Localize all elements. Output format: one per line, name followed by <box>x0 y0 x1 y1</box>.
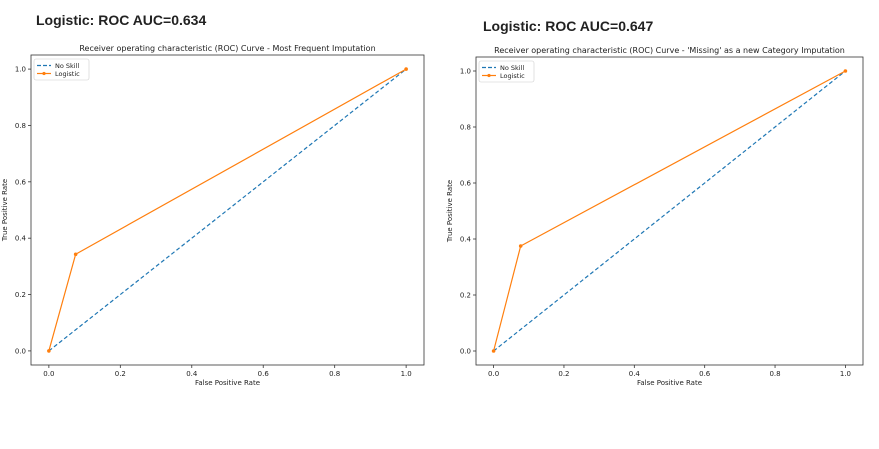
x-tick-label: 0.2 <box>115 370 126 378</box>
x-tick-label: 0.8 <box>329 370 340 378</box>
x-tick-label: 0.0 <box>43 370 54 378</box>
legend-logistic-marker <box>42 71 46 76</box>
roc-panel-most-frequent: Logistic: ROC AUC=0.634 Receiver operati… <box>1 12 425 387</box>
legend-label: Logistic <box>55 70 80 78</box>
plot-frame <box>475 56 864 366</box>
y-tick-label: 0.2 <box>15 291 26 299</box>
auc-heading: Logistic: ROC AUC=0.647 <box>483 18 654 34</box>
roc-chart-most-frequent: Receiver operating characteristic (ROC) … <box>1 44 425 387</box>
y-tick-label: 0.0 <box>15 347 26 355</box>
logistic-point <box>73 252 78 257</box>
chart-title: Receiver operating characteristic (ROC) … <box>494 46 845 55</box>
y-tick-label: 0.4 <box>15 235 27 243</box>
y-tick-label: 0.0 <box>460 348 471 356</box>
logistic-point <box>518 244 523 248</box>
x-axis-label: False Positive Rate <box>195 379 260 387</box>
legend-box <box>33 58 90 81</box>
no-skill-line <box>493 70 846 352</box>
y-tick-label: 0.6 <box>15 178 27 186</box>
legend-label: No Skill <box>500 64 524 72</box>
logistic-point <box>47 349 51 353</box>
x-tick-label: 0.6 <box>258 370 270 378</box>
logistic-point <box>491 349 496 353</box>
y-tick-label: 1.0 <box>15 66 26 74</box>
legend-label: Logistic <box>500 72 525 80</box>
y-tick-label: 0.2 <box>460 292 471 300</box>
y-tick-label: 0.8 <box>15 122 26 130</box>
x-tick-label: 0.0 <box>488 370 499 378</box>
x-tick-label: 0.8 <box>769 370 780 378</box>
y-tick-label: 1.0 <box>460 68 471 76</box>
chart-title: Receiver operating characteristic (ROC) … <box>79 44 375 53</box>
auc-heading: Logistic: ROC AUC=0.634 <box>36 12 207 28</box>
roc-panel-missing-category: Logistic: ROC AUC=0.647 Receiver operati… <box>440 0 879 449</box>
x-tick-label: 0.4 <box>629 370 641 378</box>
x-tick-label: 0.2 <box>558 370 569 378</box>
no-skill-line <box>48 68 407 352</box>
x-tick-label: 0.4 <box>186 370 198 378</box>
y-axis-label: True Positive Rate <box>446 180 454 243</box>
logistic-point <box>843 69 848 73</box>
x-tick-label: 0.6 <box>699 370 711 378</box>
legend-logistic-marker <box>487 73 491 78</box>
roc-chart-missing-category: Receiver operating characteristic (ROC) … <box>446 46 864 387</box>
x-tick-label: 1.0 <box>401 370 412 378</box>
logistic-point <box>404 67 408 71</box>
plot-frame <box>30 54 425 366</box>
legend-label: No Skill <box>55 62 79 70</box>
y-tick-label: 0.4 <box>460 236 472 244</box>
legend-box <box>478 60 535 83</box>
x-axis-label: False Positive Rate <box>637 379 702 387</box>
x-tick-label: 1.0 <box>840 370 851 378</box>
y-axis-label: True Positive Rate <box>1 179 9 242</box>
y-tick-label: 0.8 <box>460 124 471 132</box>
y-tick-label: 0.6 <box>460 180 472 188</box>
